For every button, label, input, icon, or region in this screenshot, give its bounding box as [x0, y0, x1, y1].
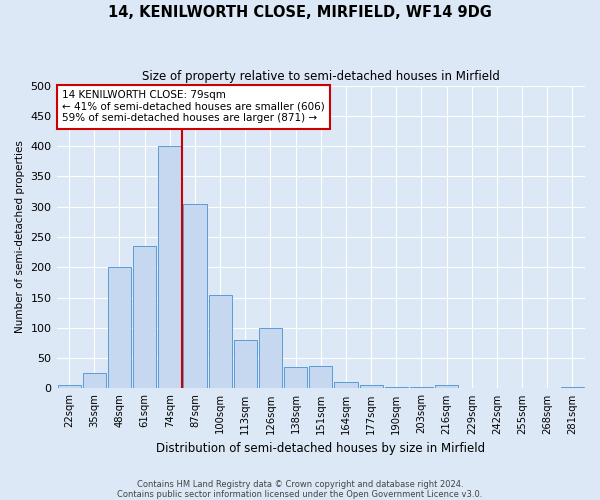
- Bar: [209, 294, 232, 388]
- Bar: [385, 386, 408, 388]
- Text: 14, KENILWORTH CLOSE, MIRFIELD, WF14 9DG: 14, KENILWORTH CLOSE, MIRFIELD, WF14 9DG: [108, 5, 492, 20]
- Bar: [133, 246, 156, 388]
- Bar: [359, 385, 383, 388]
- Bar: [561, 387, 584, 388]
- Bar: [108, 268, 131, 388]
- Bar: [184, 204, 206, 388]
- Bar: [158, 146, 181, 388]
- Y-axis label: Number of semi-detached properties: Number of semi-detached properties: [15, 140, 25, 334]
- Text: 14 KENILWORTH CLOSE: 79sqm
← 41% of semi-detached houses are smaller (606)
59% o: 14 KENILWORTH CLOSE: 79sqm ← 41% of semi…: [62, 90, 325, 124]
- Bar: [435, 385, 458, 388]
- Bar: [83, 374, 106, 388]
- Bar: [234, 340, 257, 388]
- X-axis label: Distribution of semi-detached houses by size in Mirfield: Distribution of semi-detached houses by …: [156, 442, 485, 455]
- Title: Size of property relative to semi-detached houses in Mirfield: Size of property relative to semi-detach…: [142, 70, 500, 83]
- Text: Contains HM Land Registry data © Crown copyright and database right 2024.
Contai: Contains HM Land Registry data © Crown c…: [118, 480, 482, 499]
- Bar: [259, 328, 282, 388]
- Bar: [309, 366, 332, 388]
- Bar: [58, 386, 80, 388]
- Bar: [410, 387, 433, 388]
- Bar: [284, 367, 307, 388]
- Bar: [334, 382, 358, 388]
